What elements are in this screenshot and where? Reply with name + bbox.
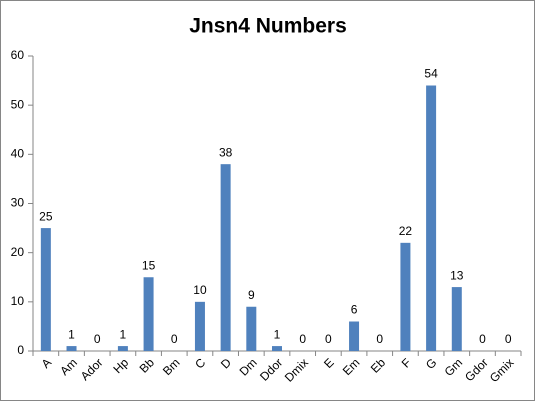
data-label: 38 — [219, 145, 233, 159]
y-tick-label: 40 — [11, 147, 25, 161]
data-label: 15 — [142, 258, 156, 272]
y-tick-label: 10 — [11, 294, 25, 308]
data-label: 0 — [376, 332, 383, 346]
data-label: 0 — [325, 332, 332, 346]
data-label: 1 — [274, 327, 281, 341]
y-tick-label: 60 — [11, 48, 25, 62]
data-label: 1 — [120, 327, 127, 341]
data-label: 25 — [39, 209, 53, 223]
data-label: 6 — [351, 303, 358, 317]
chart-title: Jnsn4 Numbers — [189, 15, 347, 38]
y-tick-label: 20 — [11, 245, 25, 259]
y-tick-label: 0 — [17, 343, 24, 357]
data-label: 9 — [248, 288, 255, 302]
bar — [272, 346, 282, 351]
bar — [117, 346, 128, 351]
data-label: 10 — [193, 283, 207, 297]
bar — [246, 306, 257, 351]
y-tick-label: 50 — [11, 97, 25, 111]
data-label: 0 — [171, 332, 178, 346]
data-label: 0 — [505, 332, 512, 346]
bar — [400, 242, 411, 351]
bar — [426, 85, 437, 351]
bar — [349, 321, 360, 351]
bar — [194, 301, 205, 351]
data-label: 13 — [450, 268, 464, 282]
data-label: 22 — [399, 224, 413, 238]
data-label: 0 — [479, 332, 486, 346]
data-label: 1 — [68, 327, 75, 341]
bar — [451, 287, 462, 351]
bar — [66, 346, 77, 351]
y-tick-label: 30 — [11, 196, 25, 210]
data-label: 0 — [299, 332, 306, 346]
bar — [40, 228, 51, 351]
data-label: 54 — [424, 67, 438, 81]
bar — [220, 164, 231, 351]
data-label: 0 — [94, 332, 101, 346]
bar — [143, 277, 154, 351]
